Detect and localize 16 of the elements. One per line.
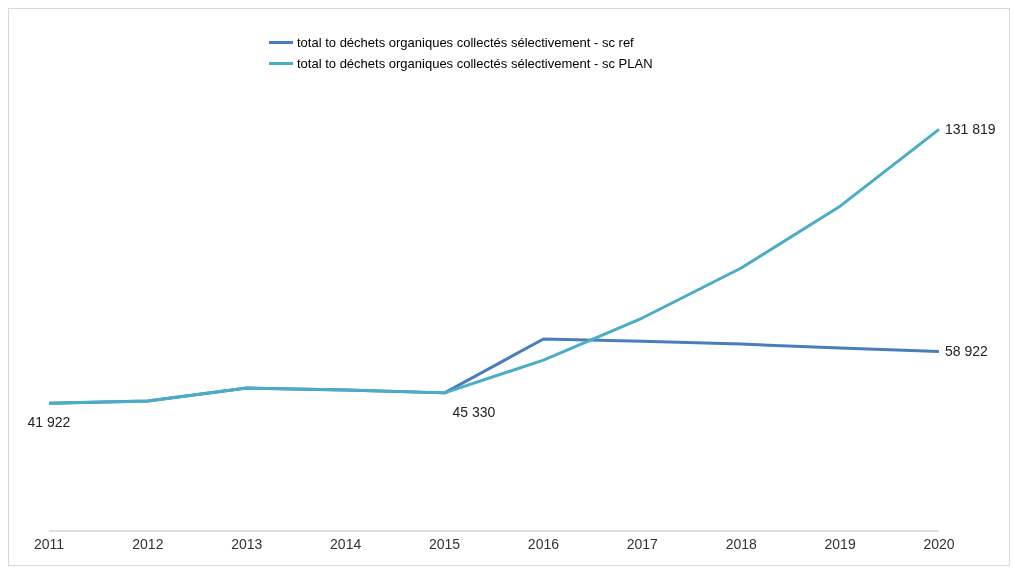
data-label: 58 922	[945, 343, 989, 360]
x-tick-label: 2019	[824, 535, 856, 552]
data-label: 131 819	[945, 121, 996, 138]
legend-label: total to déchets organiques collectés sélectivement - sc PLAN	[297, 56, 653, 71]
x-tick-label: 2018	[725, 535, 757, 552]
data-label: 45 330	[452, 403, 496, 420]
x-tick-label: 2011	[33, 535, 65, 552]
x-tick-label: 2012	[132, 535, 164, 552]
x-tick-label: 2016	[527, 535, 560, 552]
x-tick-label: 2015	[428, 535, 461, 552]
x-tick-label: 2017	[626, 535, 659, 552]
legend-label: total to déchets organiques collectés sélectivement - sc ref	[297, 35, 634, 50]
x-tick-label: 2014	[330, 535, 362, 552]
x-tick-label: 2013	[231, 535, 263, 552]
data-label: 41 922	[27, 414, 71, 431]
x-tick-label: 2020	[923, 535, 955, 552]
